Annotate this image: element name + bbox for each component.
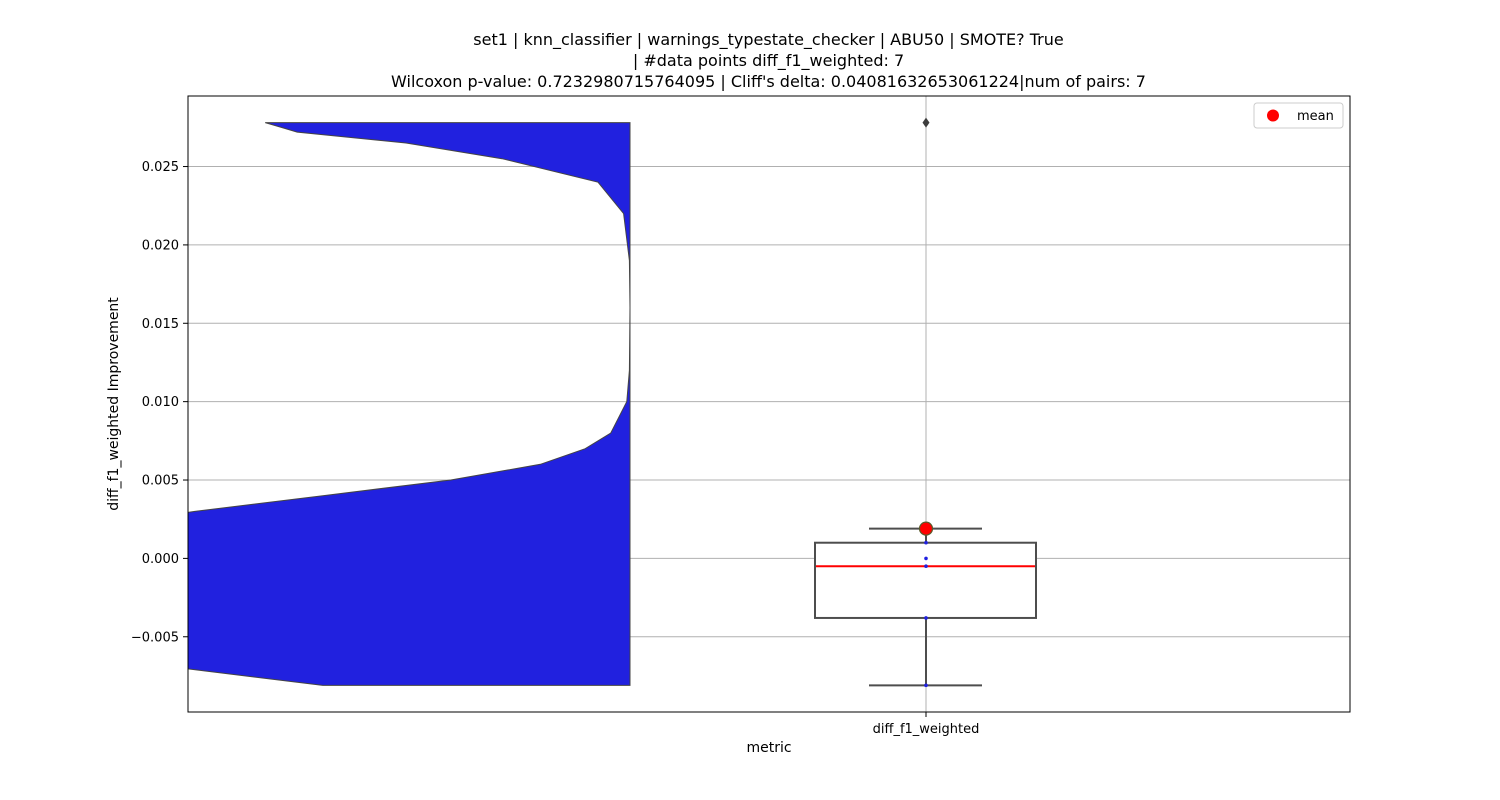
violin-layer xyxy=(188,122,631,686)
outlier-point xyxy=(922,117,930,128)
data-point xyxy=(924,564,928,569)
data-point xyxy=(924,556,928,561)
y-tick-label: 0.015 xyxy=(142,317,179,332)
legend-mean-marker xyxy=(1267,109,1279,122)
data-point xyxy=(924,683,928,688)
y-tick-label: 0.010 xyxy=(142,395,179,410)
x-axis-label: metric xyxy=(746,740,791,756)
data-point xyxy=(924,616,928,620)
legend-box xyxy=(1253,102,1344,129)
chart-title-line-3: Wilcoxon p-value: 0.7232980715764095 | C… xyxy=(391,72,1146,91)
y-tick-label: 0.000 xyxy=(142,552,179,567)
y-tick-label: 0.005 xyxy=(142,474,179,489)
violin-body xyxy=(188,122,631,686)
y-tick-label: 0.020 xyxy=(142,238,179,253)
iqr-box xyxy=(814,541,1037,619)
x-tick-label: diff_f1_weighted xyxy=(873,722,980,737)
legend: mean xyxy=(1253,102,1344,129)
y-axis-label: diff_f1_weighted Improvement xyxy=(106,297,122,511)
plot-frame xyxy=(187,95,1351,713)
chart-title-line-1: set1 | knn_classifier | warnings_typesta… xyxy=(473,30,1064,49)
box-layer xyxy=(814,527,1037,687)
chart-title-line-2: | #data points diff_f1_weighted: 7 xyxy=(632,51,905,70)
legend-mean-label: mean xyxy=(1297,109,1334,124)
y-axis-ticks: −0.005 0.000 0.005 0.010 0.015 0.020 0.025 xyxy=(131,160,188,645)
points-layer xyxy=(918,117,934,688)
x-axis-ticks: diff_f1_weighted xyxy=(873,712,980,737)
mean-marker xyxy=(918,521,934,536)
data-point xyxy=(924,540,928,545)
y-tick-label: −0.005 xyxy=(131,630,179,645)
y-tick-label: 0.025 xyxy=(142,160,179,175)
